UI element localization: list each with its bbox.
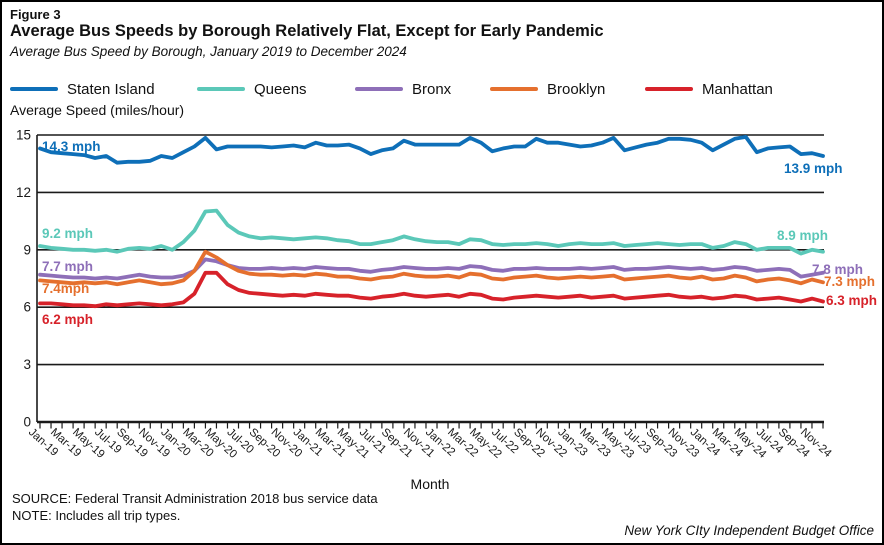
y-tick-label: 15 bbox=[16, 128, 31, 143]
legend-label: Brooklyn bbox=[547, 80, 606, 98]
x-tick-label: Nov-20 bbox=[269, 426, 305, 460]
legend-label: Queens bbox=[254, 80, 307, 98]
x-tick-label: Jan-21 bbox=[291, 426, 325, 458]
x-tick-label: Jul-24 bbox=[754, 426, 786, 456]
queens-start-value-label: 9.2 mph bbox=[42, 226, 93, 241]
x-tick-label: Sep-24 bbox=[776, 426, 812, 460]
legend-label: Bronx bbox=[412, 80, 452, 98]
queens-end-value-label: 8.9 mph bbox=[777, 228, 828, 243]
x-tick-label: Nov-19 bbox=[136, 426, 172, 460]
x-tick-label: May-20 bbox=[202, 426, 239, 461]
series-line-manhattan bbox=[38, 270, 825, 309]
x-axis-title: Month bbox=[410, 476, 450, 492]
x-tick-label: May-19 bbox=[70, 426, 107, 461]
legend-label: Manhattan bbox=[702, 80, 773, 98]
figure-label: Figure 3 bbox=[10, 7, 61, 22]
credit-line: New York CIty Independent Budget Office bbox=[624, 523, 874, 538]
bronx-start-value-label: 7.7 mph bbox=[42, 259, 93, 274]
x-tick-label: May-21 bbox=[335, 426, 372, 461]
legend-item-queens: Queens bbox=[197, 78, 307, 100]
x-tick-label: Mar-19 bbox=[48, 426, 83, 459]
queens-line-swatch bbox=[197, 87, 245, 91]
x-tick-label: May-22 bbox=[467, 426, 504, 461]
manhattan-end-value-label: 6.3 mph bbox=[826, 293, 877, 308]
x-tick-label: Nov-22 bbox=[533, 426, 569, 460]
series-line-staten-island bbox=[38, 134, 825, 165]
legend-item-bronx: Bronx bbox=[355, 78, 451, 100]
x-tick-label: Jan-24 bbox=[688, 426, 723, 459]
manhattan-line-swatch bbox=[645, 87, 693, 91]
x-tick-label: Jul-22 bbox=[489, 426, 520, 456]
y-axis-title: Average Speed (miles/hour) bbox=[10, 102, 185, 118]
x-tick-label: Mar-23 bbox=[577, 426, 612, 459]
x-tick-label: May-24 bbox=[732, 426, 769, 461]
x-tick-label: Jan-23 bbox=[555, 426, 589, 458]
x-tick-label: Mar-21 bbox=[313, 426, 348, 459]
staten-island-line-swatch bbox=[10, 87, 58, 91]
x-tick-label: May-23 bbox=[599, 426, 636, 461]
x-tick-label: Nov-23 bbox=[666, 426, 702, 460]
bronx-line-swatch bbox=[355, 87, 403, 91]
legend-item-staten-island: Staten Island bbox=[10, 78, 155, 100]
x-tick-label: Mar-20 bbox=[180, 426, 215, 459]
x-tick-label: Jul-20 bbox=[224, 426, 255, 456]
y-tick-label: 6 bbox=[23, 300, 31, 315]
y-tick-label: 3 bbox=[23, 357, 31, 372]
brooklyn-end-value-label: 7.3 mph bbox=[824, 274, 875, 289]
y-tick-label: 12 bbox=[16, 185, 31, 200]
x-tick-label: Jan-19 bbox=[26, 426, 60, 458]
x-tick-label: Sep-21 bbox=[379, 426, 415, 460]
x-tick-label: Jan-20 bbox=[158, 426, 192, 458]
series-line-bronx bbox=[38, 257, 825, 281]
legend: Staten Island Queens Bronx Brooklyn Manhatta… bbox=[2, 78, 882, 100]
x-tick-label: Jan-22 bbox=[423, 426, 457, 458]
staten-island-end-value-label: 13.9 mph bbox=[784, 161, 843, 176]
x-tick-label: Nov-21 bbox=[401, 426, 437, 460]
staten-island-start-value-label: 14.3 mph bbox=[42, 139, 101, 154]
trip-types-note: NOTE: Includes all trip types. bbox=[12, 508, 181, 523]
x-tick-label: Nov-24 bbox=[798, 426, 834, 460]
brooklyn-line-swatch bbox=[490, 87, 538, 91]
legend-item-brooklyn: Brooklyn bbox=[490, 78, 605, 100]
y-tick-label: 0 bbox=[23, 415, 31, 430]
chart-subtitle: Average Bus Speed by Borough, January 20… bbox=[10, 44, 407, 59]
x-tick-label: Sep-22 bbox=[511, 426, 547, 460]
chart-title: Average Bus Speeds by Borough Relatively… bbox=[10, 22, 604, 40]
x-tick-label: Sep-23 bbox=[644, 426, 680, 460]
manhattan-start-value-label: 6.2 mph bbox=[42, 312, 93, 327]
bronx-end-value-label: 7.8 mph bbox=[812, 262, 863, 277]
x-tick-label: Sep-19 bbox=[114, 426, 150, 460]
legend-label: Staten Island bbox=[67, 80, 155, 98]
x-tick-label: Jul-19 bbox=[92, 426, 123, 456]
source-note: SOURCE: Federal Transit Administration 2… bbox=[12, 491, 378, 506]
x-tick-label: Jul-23 bbox=[622, 426, 653, 456]
series-line-queens bbox=[38, 208, 825, 256]
series-line-brooklyn bbox=[38, 249, 825, 287]
x-tick-label: Mar-24 bbox=[710, 426, 746, 460]
legend-item-manhattan: Manhattan bbox=[645, 78, 773, 100]
x-tick-label: Mar-22 bbox=[445, 426, 480, 459]
y-tick-label: 9 bbox=[23, 242, 31, 257]
x-tick-label: Sep-20 bbox=[247, 426, 283, 460]
brooklyn-start-value-label: 7.4mph bbox=[42, 281, 89, 296]
x-tick-label: Jul-21 bbox=[357, 426, 388, 456]
